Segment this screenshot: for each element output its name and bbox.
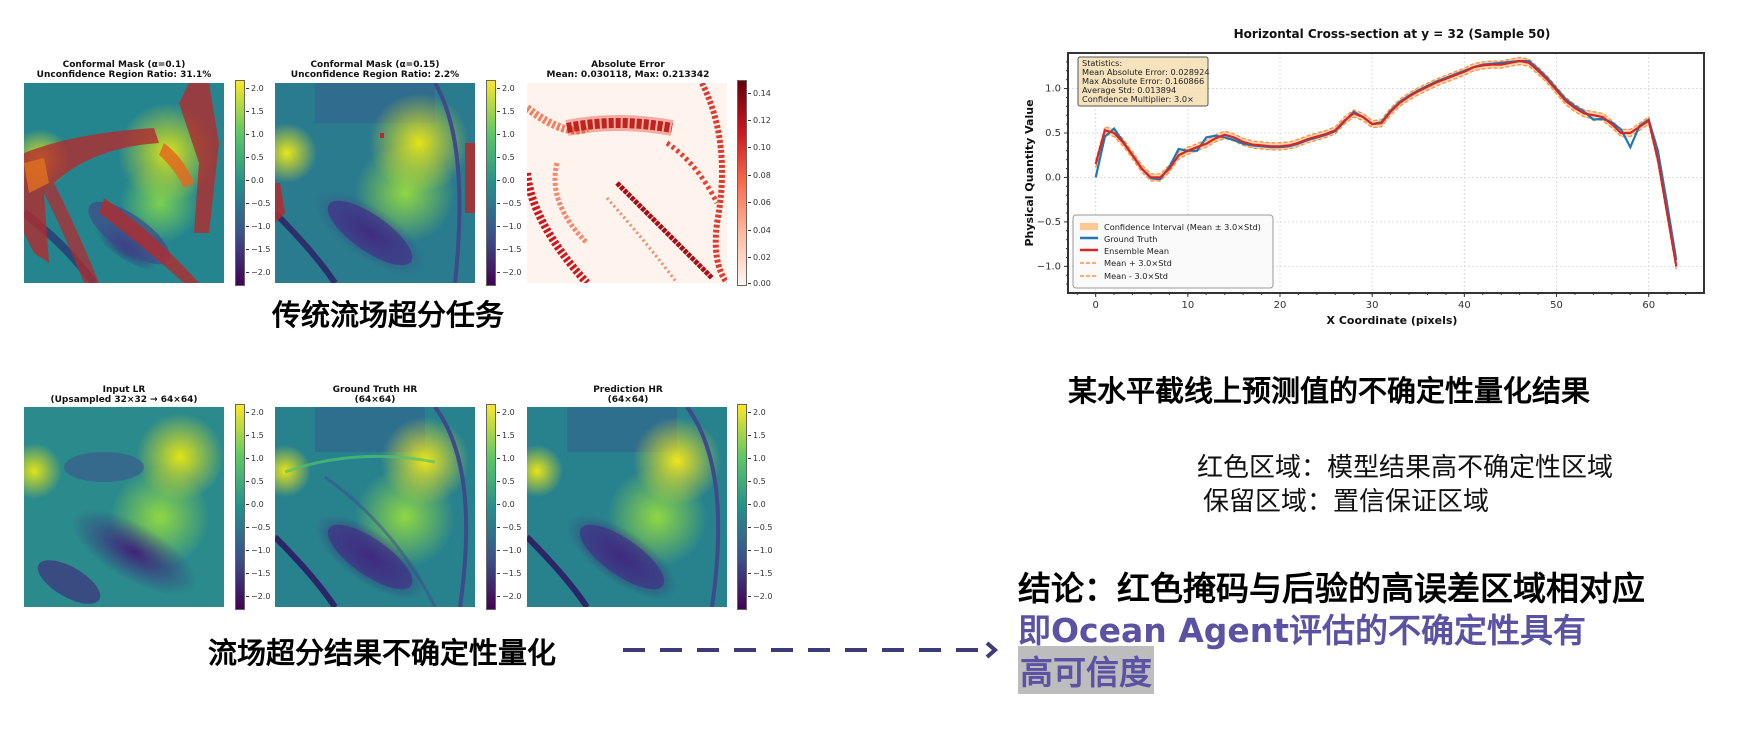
chart-caption: 某水平截线上预测值的不确定性量化结果 (1068, 374, 1591, 408)
svg-text:Ensemble Mean: Ensemble Mean (1104, 246, 1169, 256)
note-red-region: 红色区域：模型结果高不确定性区域 (1197, 453, 1614, 483)
panel-title: Ground Truth HR (332, 385, 418, 395)
conformal-mask-alpha-0-1-heatmap (24, 83, 224, 283)
svg-text:20: 20 (1274, 300, 1287, 311)
arrow-right-icon (623, 641, 999, 659)
svg-text:30: 30 (1366, 300, 1379, 311)
svg-text:−1.0: −1.0 (1037, 261, 1061, 272)
svg-text:1.0: 1.0 (1045, 84, 1061, 95)
conclusion-line-1: 结论：红色掩码与后验的高误差区域相对应 (1018, 569, 1645, 608)
svg-text:60: 60 (1642, 300, 1655, 311)
top-row-caption: 传统流场超分任务 (272, 298, 505, 332)
cross-section-chart: Horizontal Cross-section at y = 32 (Samp… (1020, 20, 1760, 340)
input-lr-heatmap (24, 407, 224, 607)
conformal-mask-alpha-0-15-heatmap (275, 83, 475, 283)
svg-text:50: 50 (1550, 300, 1563, 311)
panel-title: Input LR (102, 385, 146, 395)
svg-text:0: 0 (1092, 300, 1098, 311)
colorbar-viridis (235, 80, 245, 286)
chart-legend: Confidence Interval (Mean ± 3.0×Std) Gro… (1072, 214, 1274, 289)
panel-subtitle: (64×64) (354, 395, 396, 405)
svg-text:0.5: 0.5 (1045, 128, 1061, 139)
svg-text:Mean + 3.0×Std: Mean + 3.0×Std (1104, 258, 1172, 268)
prediction-hr-heatmap (527, 407, 727, 607)
panel-title: Conformal Mask (α=0.15) (310, 60, 440, 70)
absolute-error-heatmap (527, 83, 727, 283)
x-axis-label: X Coordinate (pixels) (1327, 314, 1458, 327)
svg-text:Statistics:: Statistics: (1082, 58, 1122, 68)
svg-text:10: 10 (1181, 300, 1194, 311)
svg-text:Average Std: 0.013894: Average Std: 0.013894 (1082, 85, 1176, 95)
legend-swatch (1080, 223, 1098, 230)
svg-text:−0.5: −0.5 (1037, 217, 1061, 228)
panel-title: Absolute Error (591, 60, 665, 70)
svg-text:Ground Truth: Ground Truth (1104, 234, 1157, 244)
svg-text:Max Absolute Error: 0.160866: Max Absolute Error: 0.160866 (1082, 76, 1204, 86)
colorbar-viridis (486, 404, 496, 610)
y-axis-label: Physical Quantity Value (1023, 99, 1036, 246)
colorbar-reds (737, 80, 747, 286)
svg-text:40: 40 (1458, 300, 1471, 311)
chart-title: Horizontal Cross-section at y = 32 (Samp… (1234, 27, 1551, 41)
svg-text:0.0: 0.0 (1045, 172, 1061, 183)
svg-text:Confidence Interval (Mean ± 3.: Confidence Interval (Mean ± 3.0×Std) (1104, 222, 1261, 232)
panel-subtitle: Mean: 0.030118, Max: 0.213342 (546, 70, 710, 80)
panel-subtitle: (Upsampled 32×32 → 64×64) (50, 395, 198, 405)
panel-title: Conformal Mask (α=0.1) (62, 60, 186, 70)
statistics-box: Statistics: Mean Absolute Error: 0.02892… (1077, 56, 1210, 107)
bottom-row-caption: 流场超分结果不确定性量化 (208, 636, 557, 670)
colorbar-viridis (486, 80, 496, 286)
panel-subtitle: (64×64) (607, 395, 649, 405)
conclusion-line-3-highlight: 高可信度 (1018, 646, 1154, 694)
svg-text:Mean - 3.0×Std: Mean - 3.0×Std (1104, 271, 1168, 281)
ground-truth-hr-heatmap (275, 407, 475, 607)
colorbar-viridis (235, 404, 245, 610)
svg-text:Confidence Multiplier: 3.0×: Confidence Multiplier: 3.0× (1082, 94, 1194, 104)
svg-text:Mean Absolute Error: 0.028924: Mean Absolute Error: 0.028924 (1082, 67, 1210, 77)
panel-title: Prediction HR (593, 385, 663, 395)
note-retained-region: 保留区域：置信保证区域 (1203, 487, 1490, 517)
conclusion-line-2: 即Ocean Agent评估的不确定性具有 (1018, 611, 1587, 650)
panel-subtitle: Unconfidence Region Ratio: 31.1% (36, 70, 212, 80)
panel-subtitle: Unconfidence Region Ratio: 2.2% (290, 70, 460, 80)
colorbar-viridis (737, 404, 747, 610)
